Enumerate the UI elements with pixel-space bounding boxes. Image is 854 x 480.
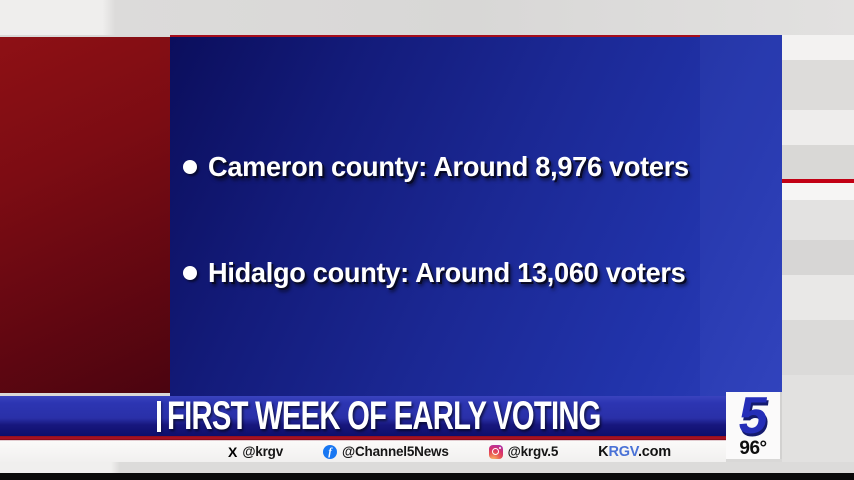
panel-top-red-line (170, 35, 700, 37)
bullet-text-hidalgo: Hidalgo county: Around 13,060 voters (208, 257, 686, 288)
bullet-dot-icon (183, 266, 197, 280)
panel-highlight-seam (700, 35, 782, 396)
website-url-k: K (598, 443, 609, 460)
lower-third-banner: FIRST WEEK OF EARLY VOTING (0, 393, 726, 438)
instagram-handle: @krgv.5 (507, 444, 559, 459)
social-media-bar: X @krgv f @Channel5News @krgv.5 KRGV.com (0, 441, 726, 462)
bullet-item-hidalgo: Hidalgo county: Around 13,060 voters (183, 254, 700, 292)
website-url: KRGV.com (598, 444, 671, 460)
instagram-lens (492, 448, 500, 455)
station-logo-box: 5 96° (726, 387, 782, 459)
main-blue-panel (170, 35, 782, 396)
social-item-instagram: @krgv.5 (488, 444, 559, 459)
top-gray-band (0, 0, 854, 35)
channel-5-logo: 5 (734, 387, 772, 445)
website-url-rgv: RGV (608, 443, 638, 460)
facebook-handle: @Channel5News (342, 444, 449, 459)
right-gray-column (782, 35, 854, 462)
bullet-dot-icon (183, 160, 197, 174)
bottom-gray-strip (0, 462, 854, 473)
instagram-icon (488, 444, 503, 459)
facebook-icon: f (323, 444, 338, 459)
website-url-com: .com (637, 443, 671, 460)
banner-title: FIRST WEEK OF EARLY VOTING (167, 393, 601, 438)
instagram-flash-dot (498, 446, 501, 449)
social-item-facebook: f @Channel5News (323, 444, 449, 459)
social-item-x: X @krgv (228, 444, 283, 459)
temperature-readout: 96° (739, 437, 767, 459)
banner-red-divider (0, 436, 726, 441)
bullet-item-cameron: Cameron county: Around 8,976 voters (183, 148, 704, 186)
x-handle: @krgv (242, 444, 284, 459)
bullet-text-cameron: Cameron county: Around 8,976 voters (208, 151, 689, 182)
bottom-black-strip (0, 473, 854, 480)
left-red-panel (0, 37, 170, 393)
banner-accent-bar (157, 400, 161, 432)
x-twitter-icon: X (228, 443, 238, 460)
